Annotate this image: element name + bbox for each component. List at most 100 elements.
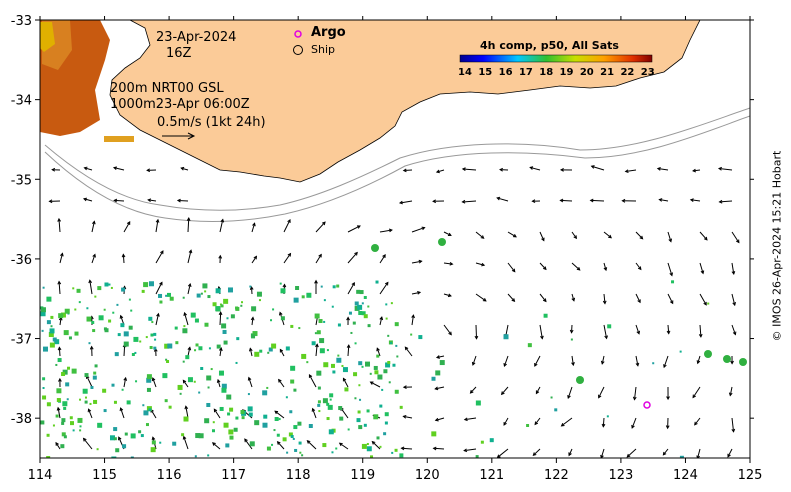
sst-pixel bbox=[394, 448, 398, 452]
sst-pixel bbox=[274, 416, 279, 421]
sst-pixel bbox=[273, 429, 276, 432]
sst-pixel bbox=[391, 451, 394, 454]
current-arrow bbox=[443, 324, 452, 335]
current-arrow-head bbox=[147, 198, 152, 203]
colorbar-tick-label: 23 bbox=[641, 67, 655, 78]
sst-pixel bbox=[363, 295, 367, 299]
sst-pixel bbox=[42, 395, 47, 400]
current-arrow bbox=[507, 262, 516, 272]
current-arrow bbox=[539, 231, 545, 241]
sst-pixel bbox=[86, 307, 89, 310]
current-arrow-head bbox=[730, 360, 734, 365]
sst-pixel bbox=[395, 344, 398, 347]
sst-pixel bbox=[278, 418, 281, 421]
current-arrow-head bbox=[188, 249, 193, 254]
current-arrow-head bbox=[669, 272, 674, 277]
colorbar bbox=[459, 54, 653, 63]
sst-pixel bbox=[316, 370, 322, 376]
y-axis: -33 -34 -35 -36 -37 -38 bbox=[11, 14, 754, 427]
sst-pixel bbox=[335, 447, 338, 450]
sst-pixel bbox=[418, 335, 423, 340]
sst-pixel bbox=[165, 294, 168, 297]
sst-pixel bbox=[121, 287, 126, 292]
sst-pixel bbox=[330, 363, 335, 368]
current-arrow bbox=[155, 250, 164, 264]
sst-pixel bbox=[215, 288, 221, 294]
current-arrow-head bbox=[218, 254, 223, 259]
sst-pixel bbox=[61, 372, 66, 377]
current-arrow-head bbox=[318, 253, 322, 258]
current-arrow-head bbox=[698, 333, 703, 338]
sst-pixel bbox=[254, 351, 260, 357]
sst-pixel bbox=[399, 453, 404, 458]
sst-pixel bbox=[103, 409, 107, 413]
sst-pixel bbox=[123, 331, 129, 337]
current-arrow-head bbox=[60, 252, 64, 257]
sst-pixel bbox=[280, 316, 285, 321]
current-arrow-head bbox=[146, 168, 151, 173]
sst-pixel bbox=[229, 435, 234, 440]
current-arrow bbox=[177, 199, 189, 202]
sst-pixel bbox=[337, 354, 340, 357]
current-arrow-head bbox=[388, 228, 393, 233]
current-arrow-head bbox=[482, 298, 487, 302]
sst-pixel bbox=[183, 416, 189, 422]
current-arrow bbox=[692, 169, 701, 172]
colorbar-title: 4h comp, p50, All Sats bbox=[480, 39, 619, 52]
current-arrow bbox=[376, 348, 381, 357]
current-arrow-head bbox=[411, 314, 415, 319]
sst-pixel bbox=[91, 320, 95, 324]
current-arrow bbox=[535, 386, 541, 394]
current-arrow bbox=[699, 262, 704, 274]
sst-pixel bbox=[98, 315, 104, 321]
current-arrow bbox=[155, 282, 163, 295]
sst-pixel bbox=[240, 409, 245, 414]
current-arrow bbox=[462, 200, 477, 203]
current-arrow-head bbox=[216, 378, 221, 383]
sst-pixel bbox=[385, 303, 388, 306]
sst-pixel bbox=[262, 390, 268, 396]
current-arrow bbox=[539, 324, 543, 339]
sst-pixel bbox=[254, 420, 260, 426]
sst-pixel bbox=[259, 349, 263, 353]
scale-label: 0.5m/s (1kt 24h) bbox=[157, 115, 266, 130]
current-arrow-head bbox=[662, 451, 667, 456]
current-arrow bbox=[667, 231, 672, 242]
sst-pixel bbox=[295, 285, 300, 290]
current-arrow-head bbox=[314, 279, 318, 284]
y-tick-label: -37 bbox=[11, 333, 32, 348]
sst-pixel bbox=[77, 417, 83, 423]
sst-pixel bbox=[361, 311, 366, 316]
sst-pixel bbox=[146, 387, 151, 392]
current-arrow-head bbox=[500, 391, 505, 396]
sst-pixel bbox=[317, 386, 321, 390]
sst-pixel bbox=[240, 304, 243, 307]
sst-pixel bbox=[311, 341, 316, 346]
current-arrow-head bbox=[602, 300, 607, 305]
sst-pixel bbox=[268, 347, 273, 352]
sst-pixel bbox=[235, 416, 239, 420]
current-arrow-head bbox=[434, 417, 439, 422]
sst-pixel bbox=[226, 317, 229, 320]
current-arrow bbox=[274, 410, 285, 419]
sst-pixel bbox=[56, 398, 61, 403]
sst-pixel bbox=[381, 388, 384, 391]
sst-pixel bbox=[251, 334, 256, 339]
sst-pixel bbox=[607, 324, 612, 329]
current-arrow bbox=[244, 438, 253, 450]
sst-pixel bbox=[79, 425, 82, 428]
current-arrow-head bbox=[511, 268, 516, 273]
sst-pixel bbox=[204, 418, 210, 424]
sst-pixel bbox=[215, 306, 221, 312]
sst-pixel bbox=[193, 380, 196, 383]
current-arrow bbox=[694, 417, 701, 426]
sst-pixel bbox=[74, 331, 79, 336]
current-arrow bbox=[699, 324, 702, 337]
current-arrow-head bbox=[542, 266, 547, 271]
current-arrow-head bbox=[568, 452, 572, 457]
current-arrow-head bbox=[624, 169, 629, 174]
colorbar-tick-label: 14 bbox=[458, 67, 472, 78]
current-arrow bbox=[731, 262, 735, 275]
x-tick-label: 117 bbox=[221, 468, 246, 483]
sst-pixel bbox=[357, 304, 363, 310]
